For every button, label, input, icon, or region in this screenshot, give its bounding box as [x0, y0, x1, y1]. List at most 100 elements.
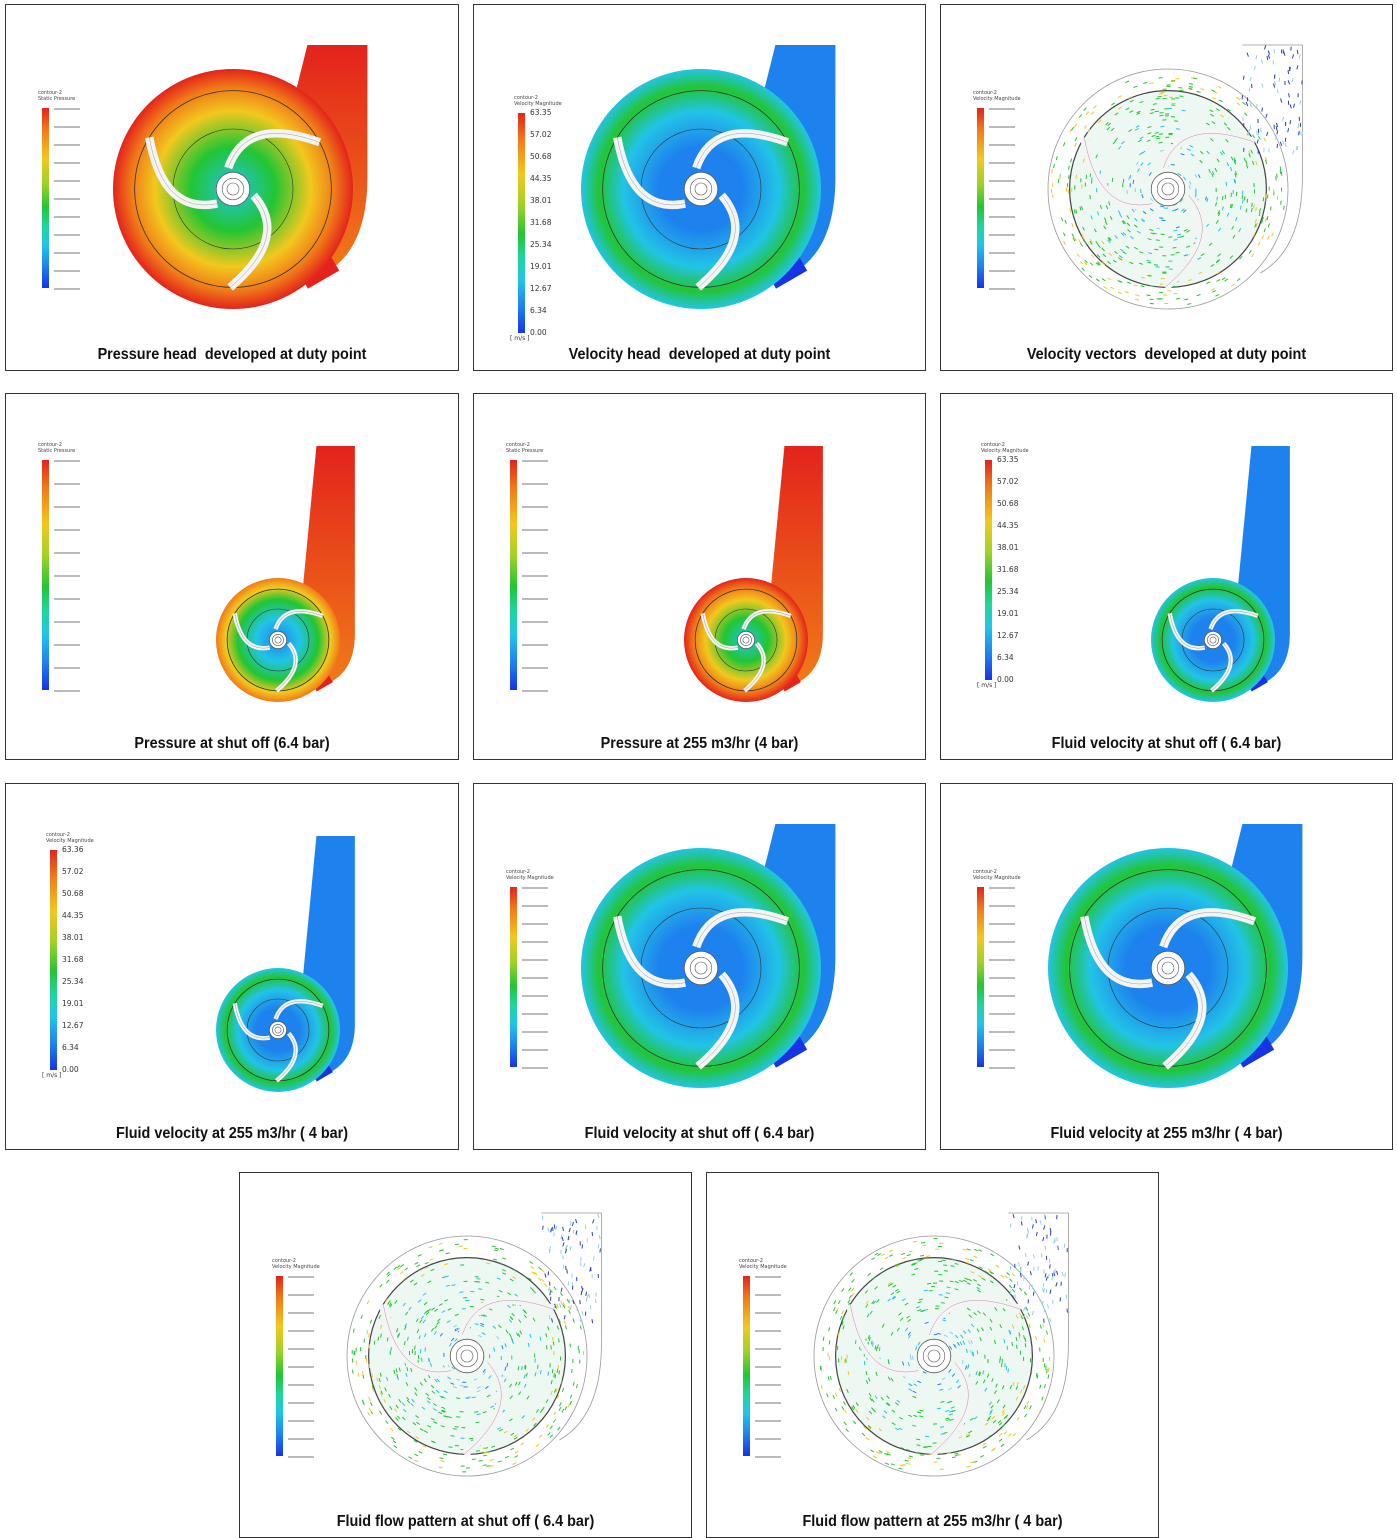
legend-tick-label [54, 288, 80, 290]
impeller-hub [268, 630, 288, 650]
legend-tick-label [288, 1312, 314, 1314]
legend-colorbar [510, 460, 517, 690]
pump-volute-plot [684, 446, 823, 702]
legend-tick-label: 57.02 [997, 477, 1019, 486]
legend-tick-label: 0.00 [997, 675, 1014, 684]
legend-tick-label [522, 923, 548, 925]
pump-volute-plot [346, 1212, 602, 1477]
legend-tick-label [989, 162, 1015, 164]
figure-panel: contour-2 Static Pressure Pressure at shu… [5, 393, 459, 760]
cfd-contour-image [1151, 446, 1290, 702]
legend-tick-label [54, 506, 80, 508]
panel-caption: Fluid flow pattern at shut off ( 6.4 bar… [336, 1513, 595, 1530]
legend-colorbar [743, 1276, 750, 1456]
panel-caption: Pressure head developed at duty point [97, 346, 367, 363]
impeller-hub [1150, 950, 1186, 986]
legend-tick-label [54, 598, 80, 600]
legend-tick-label [522, 1013, 548, 1015]
legend-title: contour-2 Velocity Magnitude [973, 869, 1021, 881]
legend-tick-label [522, 977, 548, 979]
pump-volute-plot [1151, 446, 1290, 702]
legend-tick-label: 0.00 [530, 328, 547, 337]
legend-tick-label [522, 460, 548, 462]
legend-tick-label: 50.68 [530, 152, 552, 161]
legend-tick-label [989, 941, 1015, 943]
legend-tick-label [288, 1438, 314, 1440]
cfd-contour-image [216, 836, 355, 1092]
legend-tick-label [54, 252, 80, 254]
legend-tick-label: 12.67 [997, 631, 1019, 640]
legend-tick-label: 44.35 [62, 911, 84, 920]
legend-tick-label [522, 995, 548, 997]
legend-tick-label [989, 288, 1015, 290]
figure-panel: contour-2 Velocity Magnitude Fluid veloci… [940, 783, 1393, 1150]
legend-tick-label: 12.67 [62, 1021, 84, 1030]
figure-panel: contour-2 Static Pressure Pressure head d… [5, 4, 459, 371]
figure-panel: contour-2 Velocity Magnitude Velocity vec… [940, 4, 1393, 371]
legend-tick-label: 50.68 [997, 499, 1019, 508]
legend-tick-label [54, 644, 80, 646]
figure-panel: contour-2 Velocity Magnitude Fluid flow p… [239, 1172, 692, 1538]
legend-tick-label [54, 552, 80, 554]
legend-tick-label: 57.02 [530, 130, 552, 139]
legend-tick-label: 31.68 [997, 565, 1019, 574]
legend-colorbar [518, 113, 525, 333]
legend-tick-label: 63.35 [997, 455, 1019, 464]
legend-tick-label [989, 234, 1015, 236]
cfd-contour-image [1048, 824, 1303, 1088]
legend-tick-label [989, 1031, 1015, 1033]
panel-caption: Fluid velocity at shut off ( 6.4 bar) [1051, 735, 1282, 752]
legend-tick-label [989, 144, 1015, 146]
legend-tick-label [54, 126, 80, 128]
panel-caption: Velocity head developed at duty point [568, 346, 831, 363]
legend-tick-label [288, 1456, 314, 1458]
legend-tick-label [522, 941, 548, 943]
legend-tick-label: 31.68 [530, 218, 552, 227]
discharge-pipe [1242, 44, 1303, 274]
legend-tick-label [54, 234, 80, 236]
volute-casing [1047, 68, 1289, 310]
legend-tick-label: 25.34 [62, 977, 84, 986]
legend-tick-label [54, 180, 80, 182]
pump-volute-plot [216, 836, 355, 1092]
pump-volute-plot [813, 1212, 1070, 1477]
legend-tick-label: 63.36 [62, 845, 84, 854]
legend-tick-label [522, 483, 548, 485]
legend-tick-label [54, 690, 80, 692]
cfd-contour-image [581, 824, 836, 1088]
legend-tick-label [755, 1330, 781, 1332]
legend-tick-label: 31.68 [62, 955, 84, 964]
legend-tick-label [54, 144, 80, 146]
legend-colorbar [42, 460, 49, 690]
legend-tick-label [522, 598, 548, 600]
legend-tick-label [989, 959, 1015, 961]
pump-volute-plot [216, 446, 355, 702]
impeller-hub [683, 950, 719, 986]
legend-tick-label: 44.35 [997, 521, 1019, 530]
legend-tick-label: 25.34 [997, 587, 1019, 596]
legend-colorbar [42, 108, 49, 288]
figure-panel: contour-2 Velocity Magnitude 63.35 57.02 50… [473, 4, 926, 371]
legend-tick-label [989, 180, 1015, 182]
legend-tick-label [288, 1402, 314, 1404]
cfd-contour-image [346, 1212, 602, 1477]
legend-tick-label [755, 1402, 781, 1404]
legend-tick-label [54, 216, 80, 218]
legend-tick-label [755, 1384, 781, 1386]
impeller-hub [916, 1338, 952, 1374]
cfd-contour-image [813, 1212, 1070, 1477]
legend-tick-label: 44.35 [530, 174, 552, 183]
legend-title: contour-2 Static Pressure [38, 90, 76, 102]
legend-title: contour-2 Velocity Magnitude [973, 90, 1021, 102]
impeller-hub [268, 1020, 288, 1040]
legend-tick-label: 19.01 [530, 262, 552, 271]
legend-tick-label: 6.34 [530, 306, 547, 315]
legend-tick-label [989, 270, 1015, 272]
legend-tick-label [288, 1348, 314, 1350]
impeller-hub [736, 630, 756, 650]
legend-tick-label [755, 1420, 781, 1422]
legend-tick-label: 63.35 [530, 108, 552, 117]
legend-tick-label [989, 126, 1015, 128]
legend-title: contour-2 Velocity Magnitude [506, 869, 554, 881]
legend-title: contour-2 Velocity Magnitude [46, 832, 94, 844]
